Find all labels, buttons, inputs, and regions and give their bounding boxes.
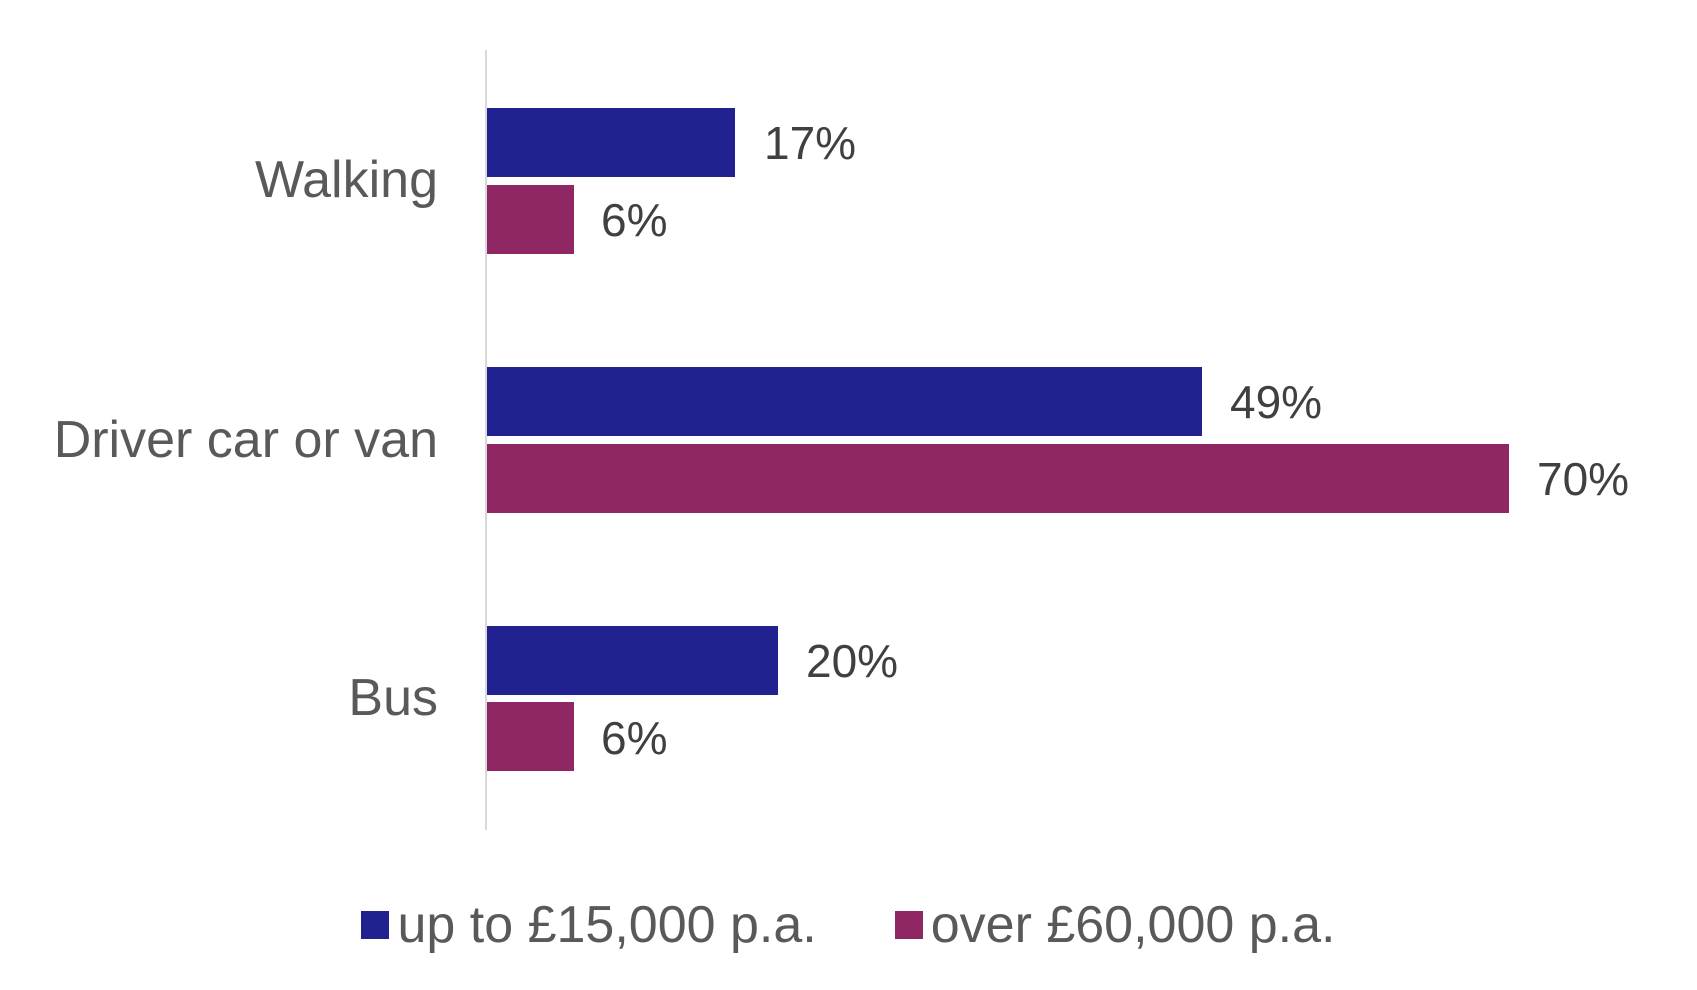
bar-bus-low-income	[487, 626, 778, 695]
y-axis-line	[485, 50, 487, 830]
bar-walking-high-income	[487, 185, 574, 254]
bar-driver-low-income	[487, 367, 1202, 436]
category-label-walking: Walking	[254, 151, 438, 209]
value-label: 70%	[1537, 453, 1630, 505]
category-label-bus: Bus	[348, 669, 438, 727]
legend-swatch-icon	[894, 911, 923, 939]
category-label-driver: Driver car or van	[53, 411, 438, 469]
bar-driver-high-income	[487, 444, 1509, 513]
legend-swatch-icon	[361, 911, 390, 939]
legend-item-high-income: over £60,000 p.a.	[894, 895, 1336, 955]
legend: up to £15,000 p.a. over £60,000 p.a.	[0, 895, 1697, 955]
legend-label: over £60,000 p.a.	[930, 896, 1336, 954]
legend-item-low-income: up to £15,000 p.a.	[361, 895, 817, 955]
value-label: 20%	[806, 635, 899, 687]
value-label: 6%	[601, 194, 668, 246]
value-label: 6%	[601, 712, 668, 764]
value-label: 17%	[764, 117, 857, 169]
bar-walking-low-income	[487, 108, 735, 177]
bar-bus-high-income	[487, 702, 574, 771]
value-label: 49%	[1230, 376, 1323, 428]
legend-label: up to £15,000 p.a.	[397, 896, 817, 954]
